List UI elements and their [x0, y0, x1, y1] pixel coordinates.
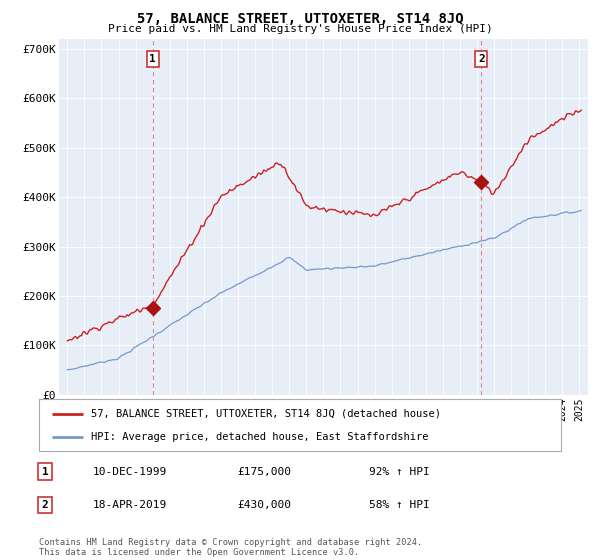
Text: £430,000: £430,000: [237, 500, 291, 510]
Text: 92% ↑ HPI: 92% ↑ HPI: [369, 466, 430, 477]
Text: 57, BALANCE STREET, UTTOXETER, ST14 8JQ: 57, BALANCE STREET, UTTOXETER, ST14 8JQ: [137, 12, 463, 26]
Text: 2: 2: [41, 500, 49, 510]
Text: 58% ↑ HPI: 58% ↑ HPI: [369, 500, 430, 510]
Text: 57, BALANCE STREET, UTTOXETER, ST14 8JQ (detached house): 57, BALANCE STREET, UTTOXETER, ST14 8JQ …: [91, 409, 441, 419]
Text: 2: 2: [478, 54, 485, 64]
Text: 1: 1: [149, 54, 156, 64]
Text: 18-APR-2019: 18-APR-2019: [93, 500, 167, 510]
Text: £175,000: £175,000: [237, 466, 291, 477]
Text: Contains HM Land Registry data © Crown copyright and database right 2024.
This d: Contains HM Land Registry data © Crown c…: [39, 538, 422, 557]
Text: HPI: Average price, detached house, East Staffordshire: HPI: Average price, detached house, East…: [91, 432, 428, 442]
Text: 10-DEC-1999: 10-DEC-1999: [93, 466, 167, 477]
Text: 1: 1: [41, 466, 49, 477]
Text: Price paid vs. HM Land Registry's House Price Index (HPI): Price paid vs. HM Land Registry's House …: [107, 24, 493, 34]
